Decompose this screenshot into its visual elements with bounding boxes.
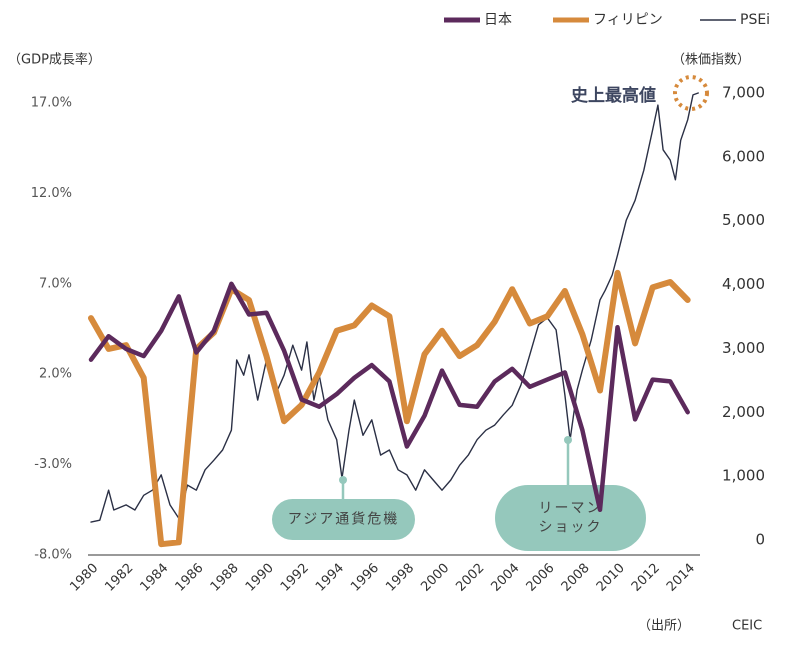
y2-tick-label: 4,000 — [722, 275, 765, 293]
callout-dot — [564, 436, 572, 444]
highlight-circle — [673, 75, 709, 111]
callout: アジア通貨危機 — [272, 476, 415, 540]
x-tick-label: 1984 — [137, 561, 171, 595]
legend-label: 日本 — [484, 12, 512, 28]
y2-tick-label: 7,000 — [722, 84, 765, 102]
callout-text: リーマン — [539, 501, 603, 517]
x-tick-label: 2000 — [418, 561, 452, 595]
callout-bubble — [495, 485, 646, 551]
y2-tick-label: 3,000 — [722, 339, 765, 357]
callout-text: ショック — [539, 520, 603, 536]
y-tick-label: -3.0% — [34, 457, 72, 472]
x-tick-label: 1998 — [383, 561, 417, 595]
x-tick-label: 2004 — [489, 561, 523, 595]
y-tick-label: 2.0% — [39, 367, 72, 382]
source-name: CEIC — [732, 619, 762, 634]
y-tick-label: 7.0% — [39, 276, 72, 291]
x-tick-label: 1994 — [313, 561, 347, 595]
y2-tick-label: 1,000 — [722, 467, 765, 485]
legend-label: フィリピン — [593, 12, 663, 28]
y2-axis-label: （株価指数） — [672, 53, 750, 68]
y2-tick-label: 6,000 — [722, 147, 765, 165]
series-line — [90, 92, 699, 523]
annotation: 史上最高値 — [571, 85, 656, 106]
x-tick-label: 2010 — [594, 561, 628, 595]
x-tick-label: 1988 — [208, 561, 242, 595]
source-label: （出所） — [638, 619, 690, 634]
x-tick-label: 2002 — [453, 561, 487, 595]
x-tick-label: 1992 — [278, 561, 312, 595]
x-tick-label: 1996 — [348, 561, 382, 595]
x-tick-label: 2014 — [664, 561, 698, 595]
y2-tick-label: 5,000 — [722, 211, 765, 229]
y2-tick-label: 2,000 — [722, 403, 765, 421]
series-line — [88, 269, 691, 548]
callout-text: アジア通貨危機 — [288, 511, 399, 528]
x-tick-label: 1990 — [243, 561, 277, 595]
y-axis-label: （GDP成長率） — [8, 52, 101, 68]
callout-bubble — [272, 499, 415, 540]
x-tick-label: 2006 — [524, 561, 558, 595]
x-tick-label: 1982 — [102, 561, 136, 595]
y-tick-label: -8.0% — [34, 548, 72, 563]
x-tick-label: 2008 — [559, 561, 593, 595]
y-tick-label: 17.0% — [31, 95, 72, 110]
y2-tick-label: 0 — [755, 530, 765, 548]
callout-dot — [339, 476, 347, 484]
x-tick-label: 2012 — [629, 561, 663, 595]
legend-label: PSEi — [740, 12, 770, 28]
x-tick-label: 1986 — [173, 561, 207, 595]
x-tick-label: 1980 — [67, 561, 101, 595]
y-tick-label: 12.0% — [31, 186, 72, 201]
series-line — [88, 281, 690, 513]
